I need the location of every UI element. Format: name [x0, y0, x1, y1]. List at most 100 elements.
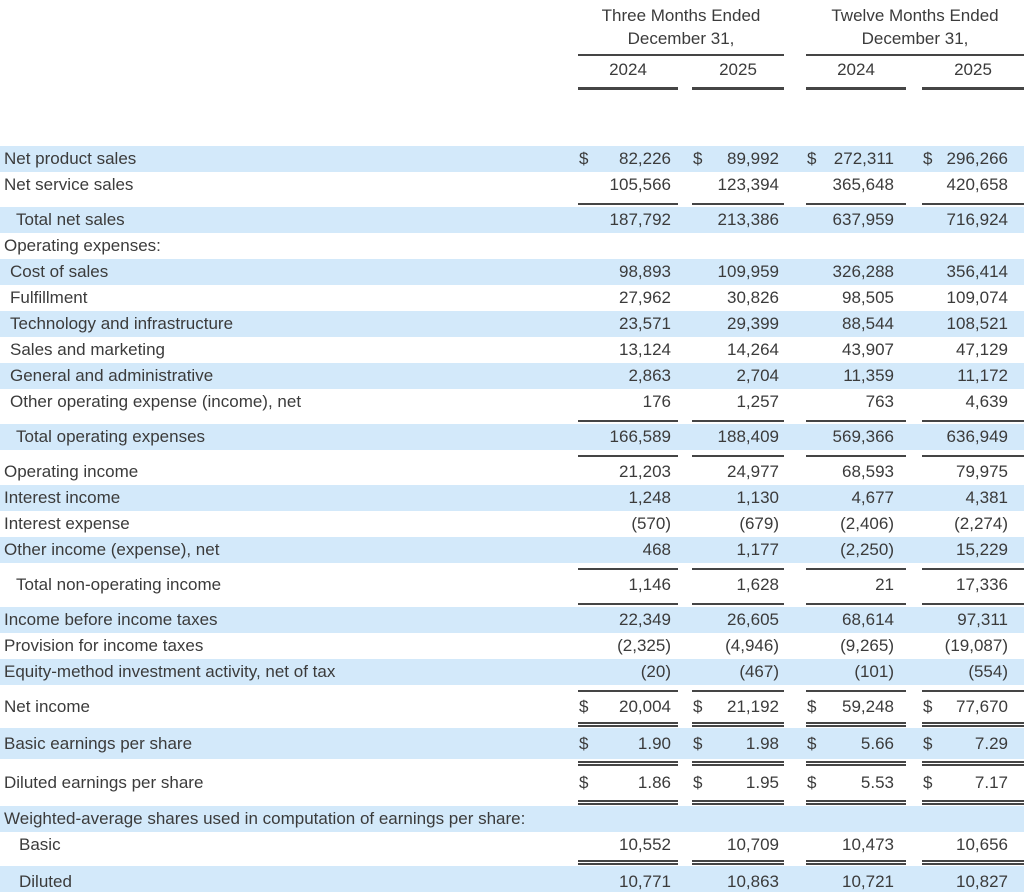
- value-text: 88,544: [842, 314, 894, 333]
- dollar-sign: $: [693, 772, 703, 792]
- rule-line: [806, 415, 906, 422]
- rule-spacer: [0, 685, 578, 694]
- value-text: 10,656: [956, 835, 1008, 854]
- row-label: Sales and marketing: [10, 340, 165, 359]
- value-cell: $20,004: [578, 697, 678, 717]
- rule-line: [922, 798, 1024, 805]
- value-cell: 188,409: [692, 427, 784, 447]
- value-text: 17,336: [956, 575, 1008, 594]
- value-text: 10,709: [727, 835, 779, 854]
- rule-line: [806, 759, 906, 766]
- value-cell: 97,311: [922, 610, 1024, 630]
- value-text: 10,721: [842, 871, 894, 891]
- value-cell: 10,656: [922, 835, 1024, 855]
- year-header: 2024: [578, 59, 678, 90]
- value-text: 188,409: [717, 427, 779, 446]
- rule-line: [806, 685, 906, 692]
- rule-spacer: [0, 759, 578, 767]
- rule-line: [922, 720, 1024, 727]
- rule-row: [0, 720, 1024, 728]
- value-cell: (467): [692, 662, 784, 682]
- dollar-sign: $: [807, 772, 817, 792]
- value-text: 68,614: [842, 610, 894, 629]
- rule-row: [0, 598, 1024, 607]
- value-cell: $1.98: [692, 734, 784, 754]
- value-text: 176: [642, 392, 671, 411]
- table-row: Basic 10,552 10,709 10,473 10,656: [0, 832, 1024, 858]
- value-text: 97,311: [957, 610, 1008, 629]
- table-row: Operating expenses:: [0, 233, 1024, 259]
- table-row: Other operating expense (income), net 176…: [0, 389, 1024, 415]
- value-text: (2,274): [954, 514, 1008, 533]
- value-text: 2,863: [628, 366, 671, 385]
- header-spacer: [0, 4, 578, 90]
- value-cell: (570): [578, 514, 678, 534]
- value-cell: 468: [578, 540, 678, 560]
- table-row: Weighted-average shares used in computat…: [0, 806, 1024, 832]
- rule-row: [0, 198, 1024, 207]
- rule-spacer: [0, 563, 578, 572]
- value-text: 109,074: [946, 288, 1008, 307]
- rule-line: [922, 450, 1024, 457]
- year-header: 2024: [806, 59, 906, 90]
- value-text: 356,414: [946, 262, 1008, 281]
- dollar-sign: $: [807, 697, 817, 716]
- dollar-sign: $: [923, 149, 933, 168]
- rule-line: [922, 598, 1024, 605]
- col-group-three-months: Three Months Ended December 31, 2024 202…: [578, 4, 784, 90]
- rule-line: [922, 563, 1024, 570]
- value-cell: 365,648: [806, 175, 906, 195]
- rule-line: [922, 858, 1024, 865]
- rule-line: [806, 598, 906, 605]
- value-cell: 356,414: [922, 262, 1024, 282]
- value-text: 79,975: [956, 462, 1008, 481]
- value-text: 187,792: [609, 210, 671, 229]
- value-cell: 637,959: [806, 210, 906, 230]
- value-text: 166,589: [609, 427, 671, 446]
- table-row: Technology and infrastructure 23,571 29,39…: [0, 311, 1024, 337]
- rule-line: [578, 759, 678, 766]
- rule-row: [0, 858, 1024, 866]
- value-cell: 24,977: [692, 462, 784, 482]
- table-row: Operating income 21,203 24,977 68,593 79,975: [0, 459, 1024, 485]
- value-cell: 1,130: [692, 488, 784, 508]
- value-cell: 716,924: [922, 210, 1024, 230]
- table-header: Three Months Ended December 31, 2024 202…: [0, 0, 1024, 90]
- value-cell: $7.17: [922, 773, 1024, 793]
- rule-spacer: [0, 598, 578, 607]
- rule-spacer: [0, 198, 578, 207]
- dollar-sign: $: [923, 772, 933, 792]
- rule-line: [692, 598, 784, 605]
- value-cell: 10,709: [692, 835, 784, 855]
- rule-line: [806, 798, 906, 805]
- value-text: 1.86: [637, 772, 671, 792]
- value-cell: 22,349: [578, 610, 678, 630]
- value-text: 5.66: [860, 733, 894, 753]
- value-text: 30,826: [727, 288, 779, 307]
- year-headers: 2024 2025: [806, 59, 1024, 90]
- value-cell: 14,264: [692, 340, 784, 360]
- value-cell: $1.90: [578, 734, 678, 754]
- value-cell: (2,406): [806, 514, 906, 534]
- value-text: 89,992: [727, 149, 779, 168]
- rule-line: [578, 450, 678, 457]
- table-row: Interest expense (570) (679) (2,406) (2,274): [0, 511, 1024, 537]
- value-text: 272,311: [833, 149, 894, 168]
- value-text: 21,203: [619, 462, 671, 481]
- value-cell: (554): [922, 662, 1024, 682]
- rule-line: [578, 798, 678, 805]
- row-label: Total non-operating income: [16, 575, 222, 594]
- value-cell: 109,074: [922, 288, 1024, 308]
- rule-line: [806, 450, 906, 457]
- value-cell: 187,792: [578, 210, 678, 230]
- value-text: 15,229: [956, 540, 1008, 559]
- row-label: Equity-method investment activity, net o…: [4, 662, 336, 681]
- dollar-sign: $: [923, 697, 933, 716]
- value-cell: 88,544: [806, 314, 906, 334]
- value-text: (2,406): [840, 514, 894, 533]
- rule-line: [692, 685, 784, 692]
- value-cell: 636,949: [922, 427, 1024, 447]
- value-cell: 47,129: [922, 340, 1024, 360]
- value-text: 82,226: [619, 149, 671, 168]
- value-cell: 10,721: [806, 872, 906, 892]
